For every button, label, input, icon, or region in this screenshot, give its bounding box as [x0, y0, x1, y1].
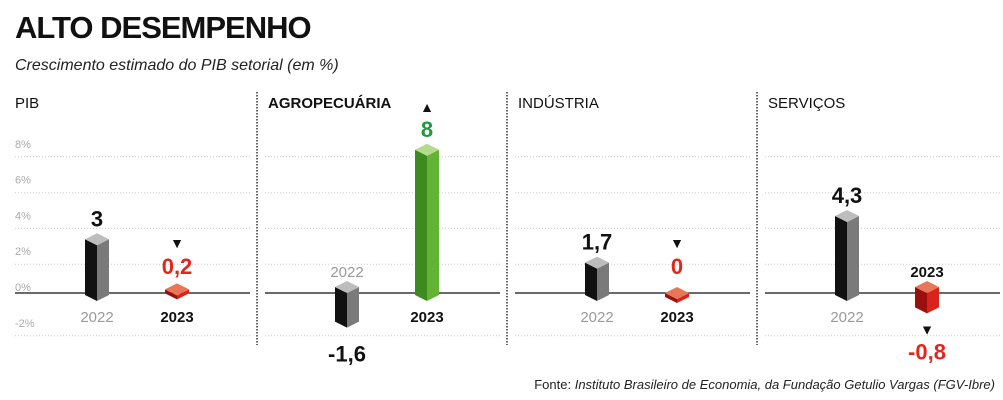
panel-title: SERVIÇOS — [768, 95, 845, 112]
bar-right-face — [597, 262, 609, 301]
panel-title: AGROPECUÁRIA — [268, 95, 392, 112]
year-label: 2023 — [160, 309, 193, 326]
bar-left-face — [165, 289, 177, 300]
arrow-down-icon: ▼ — [920, 321, 934, 337]
bar-top-face — [165, 283, 189, 296]
year-label: 2023 — [910, 264, 943, 281]
year-label: 2022 — [330, 264, 363, 281]
year-label: 2022 — [580, 309, 613, 326]
y-tick-label: -2% — [15, 318, 35, 330]
source-note: Fonte: Instituto Brasileiro de Economia,… — [534, 377, 995, 392]
bar-top-face — [85, 233, 109, 246]
bar-left-face — [415, 149, 427, 301]
bar-left-face — [915, 287, 927, 314]
bar-top-face — [335, 281, 359, 293]
bar-right-face — [927, 287, 939, 314]
bar-right-face — [177, 289, 189, 300]
bar-top-face — [665, 287, 689, 299]
value-label: 0,2 — [162, 254, 193, 279]
y-tick-label: 8% — [15, 139, 31, 151]
bar-left-face — [85, 239, 97, 301]
bar-right-face — [427, 149, 439, 301]
chart-title: ALTO DESEMPENHO — [15, 10, 311, 45]
bar-right-face — [677, 293, 689, 303]
value-label: 3 — [91, 206, 103, 231]
value-label: 4,3 — [832, 183, 863, 208]
value-label: 1,7 — [582, 230, 613, 255]
bar-top-face — [915, 281, 939, 293]
year-label: 2023 — [660, 309, 693, 326]
arrow-down-icon: ▼ — [170, 235, 184, 251]
bar-top-face — [835, 210, 859, 223]
bar-left-face — [585, 262, 597, 301]
bar-left-face — [335, 287, 347, 328]
arrow-up-icon: ▲ — [420, 99, 434, 115]
panel-title: INDÚSTRIA — [518, 95, 599, 112]
chart-subtitle: Crescimento estimado do PIB setorial (em… — [15, 57, 339, 74]
arrow-down-icon: ▼ — [670, 235, 684, 251]
bar-top-face — [415, 143, 439, 156]
year-label: 2023 — [410, 309, 443, 326]
y-tick-label: 2% — [15, 246, 31, 258]
year-label: 2022 — [80, 309, 113, 326]
bar-left-face — [835, 216, 847, 301]
value-label: 0 — [671, 254, 683, 279]
y-tick-label: 0% — [15, 282, 31, 294]
panel-title: PIB — [15, 95, 39, 112]
y-tick-label: 6% — [15, 175, 31, 187]
bar-right-face — [347, 287, 359, 328]
value-label: -1,6 — [328, 342, 366, 367]
y-tick-label: 4% — [15, 210, 31, 222]
bar-top-face — [585, 256, 609, 269]
bar-right-face — [847, 216, 859, 301]
year-label: 2022 — [830, 309, 863, 326]
value-label: -0,8 — [908, 339, 946, 364]
panels: PIB 8% 6% 4% 2% 0% -2% 2022 3 2023 ▼ 0,2 AGROPECUÁRI… — [15, 92, 1000, 367]
bar-left-face — [665, 293, 677, 303]
value-label: 8 — [421, 117, 433, 142]
bar-right-face — [97, 239, 109, 301]
